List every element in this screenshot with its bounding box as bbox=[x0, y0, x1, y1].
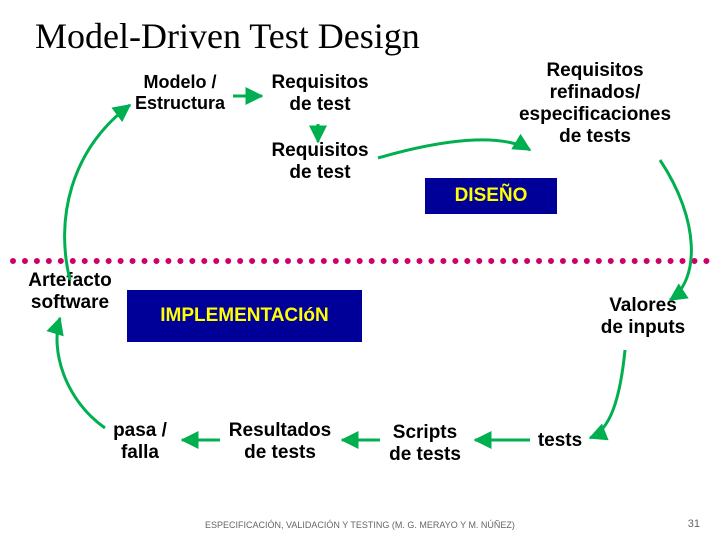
box-implementacion: IMPLEMENTACIóN bbox=[127, 290, 362, 342]
divider bbox=[10, 258, 710, 264]
box-diseno: DISEÑO bbox=[425, 178, 557, 214]
arrow-pasa-to-artefacto bbox=[57, 318, 105, 428]
label-resultados: Resultadosde tests bbox=[215, 420, 345, 464]
label-req1: Requisitosde test bbox=[260, 72, 380, 116]
label-refinados: Requisitosrefinados/especificacionesde t… bbox=[500, 60, 690, 147]
arrow-valores-to-tests bbox=[590, 350, 625, 438]
page-title: Model-Driven Test Design bbox=[35, 15, 420, 57]
box-implementacion-text: IMPLEMENTACIóN bbox=[160, 305, 329, 327]
footer-text: ESPECIFICACIÓN, VALIDACIÓN Y TESTING (M.… bbox=[0, 520, 720, 530]
label-valores: Valoresde inputs bbox=[578, 295, 708, 339]
box-diseno-text: DISEÑO bbox=[455, 185, 528, 207]
label-req2: Requisitosde test bbox=[260, 140, 380, 184]
arrow-refinados-to-valores bbox=[660, 160, 691, 300]
label-tests: tests bbox=[525, 430, 595, 452]
label-artefacto: Artefactosoftware bbox=[15, 270, 125, 314]
page-number: 31 bbox=[688, 518, 700, 530]
arrow-artefacto-to-modelo bbox=[65, 105, 130, 280]
label-scripts: Scriptsde tests bbox=[375, 422, 475, 466]
label-pasa: pasa /falla bbox=[95, 420, 185, 464]
label-modelo: Modelo /Estructura bbox=[120, 72, 240, 113]
